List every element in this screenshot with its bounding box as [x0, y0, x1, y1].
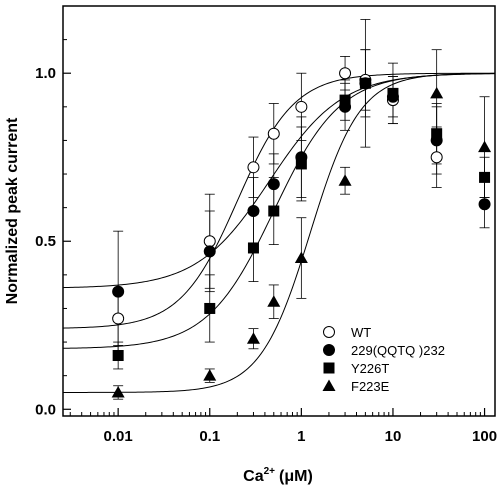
x-tick-label: 0.01 [104, 428, 133, 445]
fit-curves [62, 72, 496, 393]
data-point [112, 285, 125, 298]
fit-curve [63, 72, 496, 393]
legend: WT 229(QQTQ )232 Y226T F223E [322, 325, 445, 394]
x-tick-label: 10 [385, 428, 402, 445]
data-point [359, 77, 371, 89]
legend-marker [322, 379, 336, 391]
data-point [339, 67, 352, 80]
data-point [387, 87, 399, 99]
data-point [204, 302, 216, 314]
data-point [295, 100, 308, 113]
data-point [478, 198, 491, 211]
x-tick-label: 100 [472, 428, 497, 445]
data-point [112, 350, 124, 362]
legend-label: F223E [351, 379, 390, 394]
fit-curve [62, 73, 496, 289]
data-point [203, 369, 217, 381]
data-point [267, 127, 280, 140]
x-axis-superscript: 2+ [264, 466, 276, 477]
data-point [203, 235, 216, 248]
legend-marker [323, 362, 335, 374]
y-tick-label: 0.0 [35, 401, 56, 418]
fit-curve [62, 72, 495, 329]
data-point [267, 178, 280, 191]
data-point [112, 312, 125, 325]
legend-label: Y226T [351, 361, 389, 376]
data-point [268, 205, 280, 217]
data-point [479, 171, 491, 183]
y-tick-label: 1.0 [35, 65, 56, 82]
axes-ticks: 0.01 0.1 1 10 100 0.0 0.5 1.0 [35, 39, 497, 445]
y-axis-title: Normalized peak current [4, 117, 21, 304]
data-point [339, 94, 351, 106]
data-point [247, 242, 259, 254]
x-axis-unit: (μM) [279, 468, 313, 485]
data-point [294, 251, 308, 264]
data-point [247, 161, 260, 174]
x-axis-title: Ca2+ (μM) [243, 466, 313, 485]
data-point [430, 151, 443, 164]
x-tick-label: 1 [297, 428, 305, 445]
data-point [111, 385, 125, 398]
data-point [203, 245, 216, 258]
data-point [246, 332, 260, 344]
data-point [295, 158, 307, 170]
data-markers [111, 67, 492, 398]
legend-marker [323, 326, 335, 338]
plot-frame [62, 5, 496, 417]
data-point [338, 174, 352, 186]
data-point [267, 295, 281, 307]
data-point [478, 140, 492, 153]
x-tick-label: 0.1 [199, 428, 220, 445]
legend-label: 229(QQTQ )232 [351, 343, 445, 358]
legend-label: WT [351, 325, 371, 340]
data-point [430, 86, 444, 99]
data-point [247, 205, 260, 217]
data-point [431, 128, 443, 140]
y-tick-label: 0.5 [35, 233, 56, 250]
x-axis-label: Ca [243, 468, 264, 485]
legend-marker [323, 344, 335, 356]
